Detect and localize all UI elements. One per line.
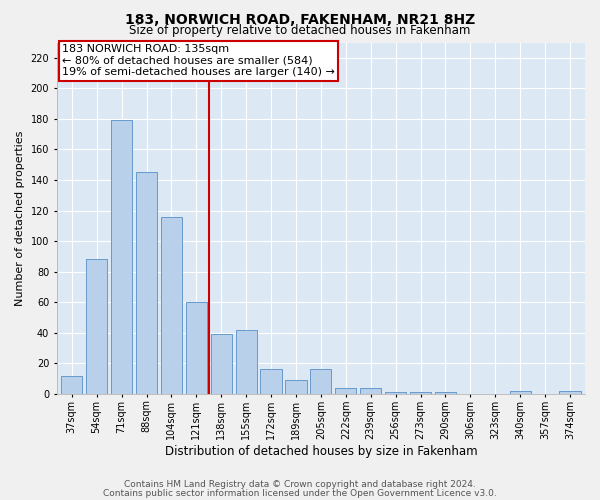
Y-axis label: Number of detached properties: Number of detached properties [15,130,25,306]
Text: 183 NORWICH ROAD: 135sqm
← 80% of detached houses are smaller (584)
19% of semi-: 183 NORWICH ROAD: 135sqm ← 80% of detach… [62,44,335,78]
Text: Contains public sector information licensed under the Open Government Licence v3: Contains public sector information licen… [103,489,497,498]
Bar [435,392,456,394]
Bar [211,334,232,394]
Bar [161,216,182,394]
Bar [509,391,531,394]
Bar [360,388,382,394]
X-axis label: Distribution of detached houses by size in Fakenham: Distribution of detached houses by size … [164,444,477,458]
Bar [310,370,331,394]
Bar [86,260,107,394]
Text: Size of property relative to detached houses in Fakenham: Size of property relative to detached ho… [130,24,470,37]
Bar [111,120,132,394]
Bar [236,330,257,394]
Bar [410,392,431,394]
Bar [559,391,581,394]
Bar [286,380,307,394]
Bar [61,376,82,394]
Text: 183, NORWICH ROAD, FAKENHAM, NR21 8HZ: 183, NORWICH ROAD, FAKENHAM, NR21 8HZ [125,12,475,26]
Bar [335,388,356,394]
Bar [260,370,281,394]
Bar [385,392,406,394]
Text: Contains HM Land Registry data © Crown copyright and database right 2024.: Contains HM Land Registry data © Crown c… [124,480,476,489]
Bar [186,302,207,394]
Bar [136,172,157,394]
